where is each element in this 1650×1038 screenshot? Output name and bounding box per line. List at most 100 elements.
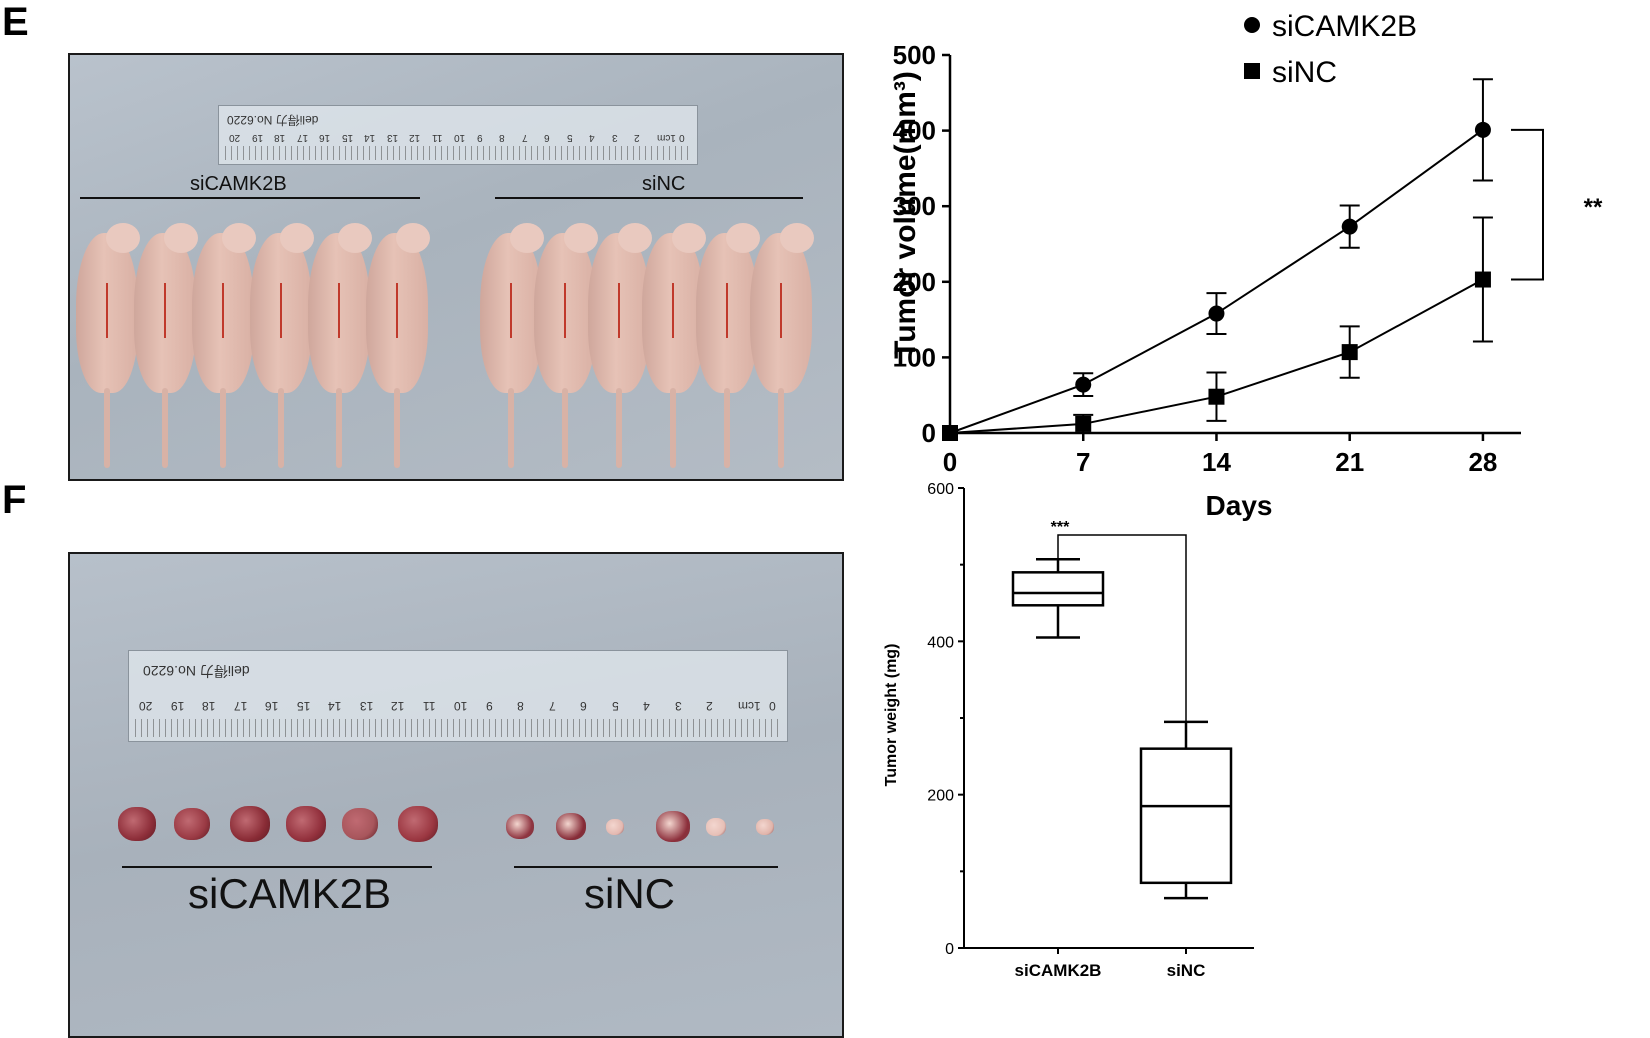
significance-label: *** — [1051, 519, 1070, 536]
tumor-mark — [338, 283, 340, 338]
data-point — [1075, 376, 1092, 393]
mouse — [588, 223, 652, 468]
mouse-tail — [278, 388, 284, 468]
tumor-sinc — [706, 818, 726, 836]
mouse-tail — [616, 388, 622, 468]
x-tick-label: siNC — [1167, 961, 1206, 980]
ruler-number: 11 — [431, 132, 442, 143]
tumor-mark — [164, 283, 166, 338]
ruler-number: 18 — [202, 699, 216, 713]
ruler-brand: deli得力 No.6220 — [227, 113, 319, 127]
mouse — [192, 223, 256, 468]
tumor-mark — [618, 283, 620, 338]
box-iqr — [1011, 571, 1105, 607]
ruler-number: 8 — [499, 132, 505, 143]
ruler-number: 7 — [521, 132, 528, 143]
ruler-number: 9 — [476, 132, 483, 143]
mouse — [250, 223, 314, 468]
ruler-number: 17 — [296, 132, 308, 143]
group-line-left — [80, 197, 420, 199]
mouse — [134, 223, 198, 468]
tumor-mark — [726, 283, 728, 338]
axes: 0 100 200 300 400 500 0 7 14 21 28 — [893, 40, 1544, 477]
mouse-tail — [508, 388, 514, 468]
mouse-ear — [618, 223, 652, 253]
tumor-mark — [280, 283, 282, 338]
ruler-number: 20 — [139, 699, 153, 713]
mouse-tail — [162, 388, 168, 468]
mouse-ear — [164, 223, 198, 253]
ruler-number: 19 — [251, 132, 263, 143]
ruler-number: 16 — [319, 132, 331, 143]
data-point — [1341, 218, 1358, 235]
y-tick-label: 0 — [945, 941, 954, 958]
tumor-sicamk2b — [230, 806, 270, 842]
ruler-number: 19 — [170, 699, 184, 713]
axes: 0 200 400 600 siCAMK2B siNC — [927, 481, 1254, 980]
x-tick-label: siCAMK2B — [1015, 961, 1102, 980]
ruler: deli得力 No.6220 20 19 18 17 16 15 14 13 12 11 10 9 8 7… — [218, 105, 698, 165]
group-line-left — [122, 866, 432, 868]
mice-photo: deli得力 No.6220 20 19 18 17 16 15 14 13 12 11 10 9 8 7… — [68, 53, 844, 481]
tumor-sinc — [506, 814, 534, 840]
group-label-sicamk2b: siCAMK2B — [188, 870, 392, 917]
x-tick-label: 28 — [1468, 447, 1497, 477]
ruler-number: 20 — [229, 132, 241, 143]
ruler-number: 12 — [409, 132, 421, 143]
ruler: deli得力 No.6220 20 19 18 17 16 15 14 13 12 11 10 9 8 7… — [128, 650, 788, 742]
tumor-volume-chart: 0 100 200 300 400 500 0 7 14 21 28 siCAMK2B siNC Tu… — [889, 10, 1603, 521]
y-tick-label: 500 — [893, 40, 936, 70]
tumor-sicamk2b — [118, 807, 156, 842]
y-tick-label: 200 — [893, 267, 936, 297]
tumor-sicamk2b — [398, 806, 438, 842]
x-tick-label: 0 — [943, 447, 957, 477]
tumor-sicamk2b — [286, 806, 326, 842]
mouse — [696, 223, 760, 468]
mouse — [76, 223, 140, 468]
ruler-number: 2 — [706, 699, 713, 713]
y-tick-label: 300 — [893, 191, 936, 221]
mouse-tail — [394, 388, 400, 468]
mouse-ear — [564, 223, 598, 253]
mouse — [480, 223, 544, 468]
tumor-sinc — [656, 811, 690, 842]
y-axis-label: Tumor volume(mm³) — [889, 71, 922, 359]
tumor-mark — [564, 283, 566, 338]
mouse — [366, 223, 430, 468]
group-label-sinc: siNC — [584, 870, 675, 917]
significance-bracket — [1511, 128, 1544, 281]
ruler-number: 0 — [769, 699, 776, 713]
ruler-number: 0 — [679, 132, 685, 143]
x-tick-label: 21 — [1335, 447, 1364, 477]
mouse-tail — [724, 388, 730, 468]
legend: siCAMK2B siNC — [1244, 10, 1417, 89]
y-tick-label: 200 — [927, 788, 954, 805]
mouse-tail — [220, 388, 226, 468]
legend-marker — [1244, 17, 1260, 33]
mouse-ear — [222, 223, 256, 253]
ruler-number: 6 — [544, 132, 550, 143]
mouse — [750, 223, 814, 468]
x-axis-label: Days — [1206, 490, 1273, 521]
legend-label: siNC — [1272, 56, 1337, 89]
panel-letter-e: E — [2, 0, 29, 44]
y-tick-label: 600 — [927, 481, 954, 498]
y-axis-label: Tumor weight (mg) — [883, 644, 900, 787]
tumor-sinc — [556, 813, 586, 840]
boxes — [1011, 558, 1233, 900]
group-line-right — [514, 866, 778, 868]
ruler-number: 5 — [566, 132, 573, 143]
ruler-number: 3 — [611, 132, 618, 143]
mouse-ear — [338, 223, 372, 253]
data-point — [1075, 415, 1092, 432]
data-point — [1208, 388, 1225, 405]
ruler-number: 14 — [328, 699, 342, 713]
y-tick-label: 100 — [893, 342, 936, 372]
mouse-ear — [780, 223, 814, 253]
tumor-sinc — [756, 819, 774, 836]
tumor-mark — [510, 283, 512, 338]
ruler-number: 17 — [233, 699, 247, 713]
ruler-number: 15 — [341, 132, 353, 143]
group-label-sinc: siNC — [642, 173, 686, 195]
mouse-tail — [778, 388, 784, 468]
